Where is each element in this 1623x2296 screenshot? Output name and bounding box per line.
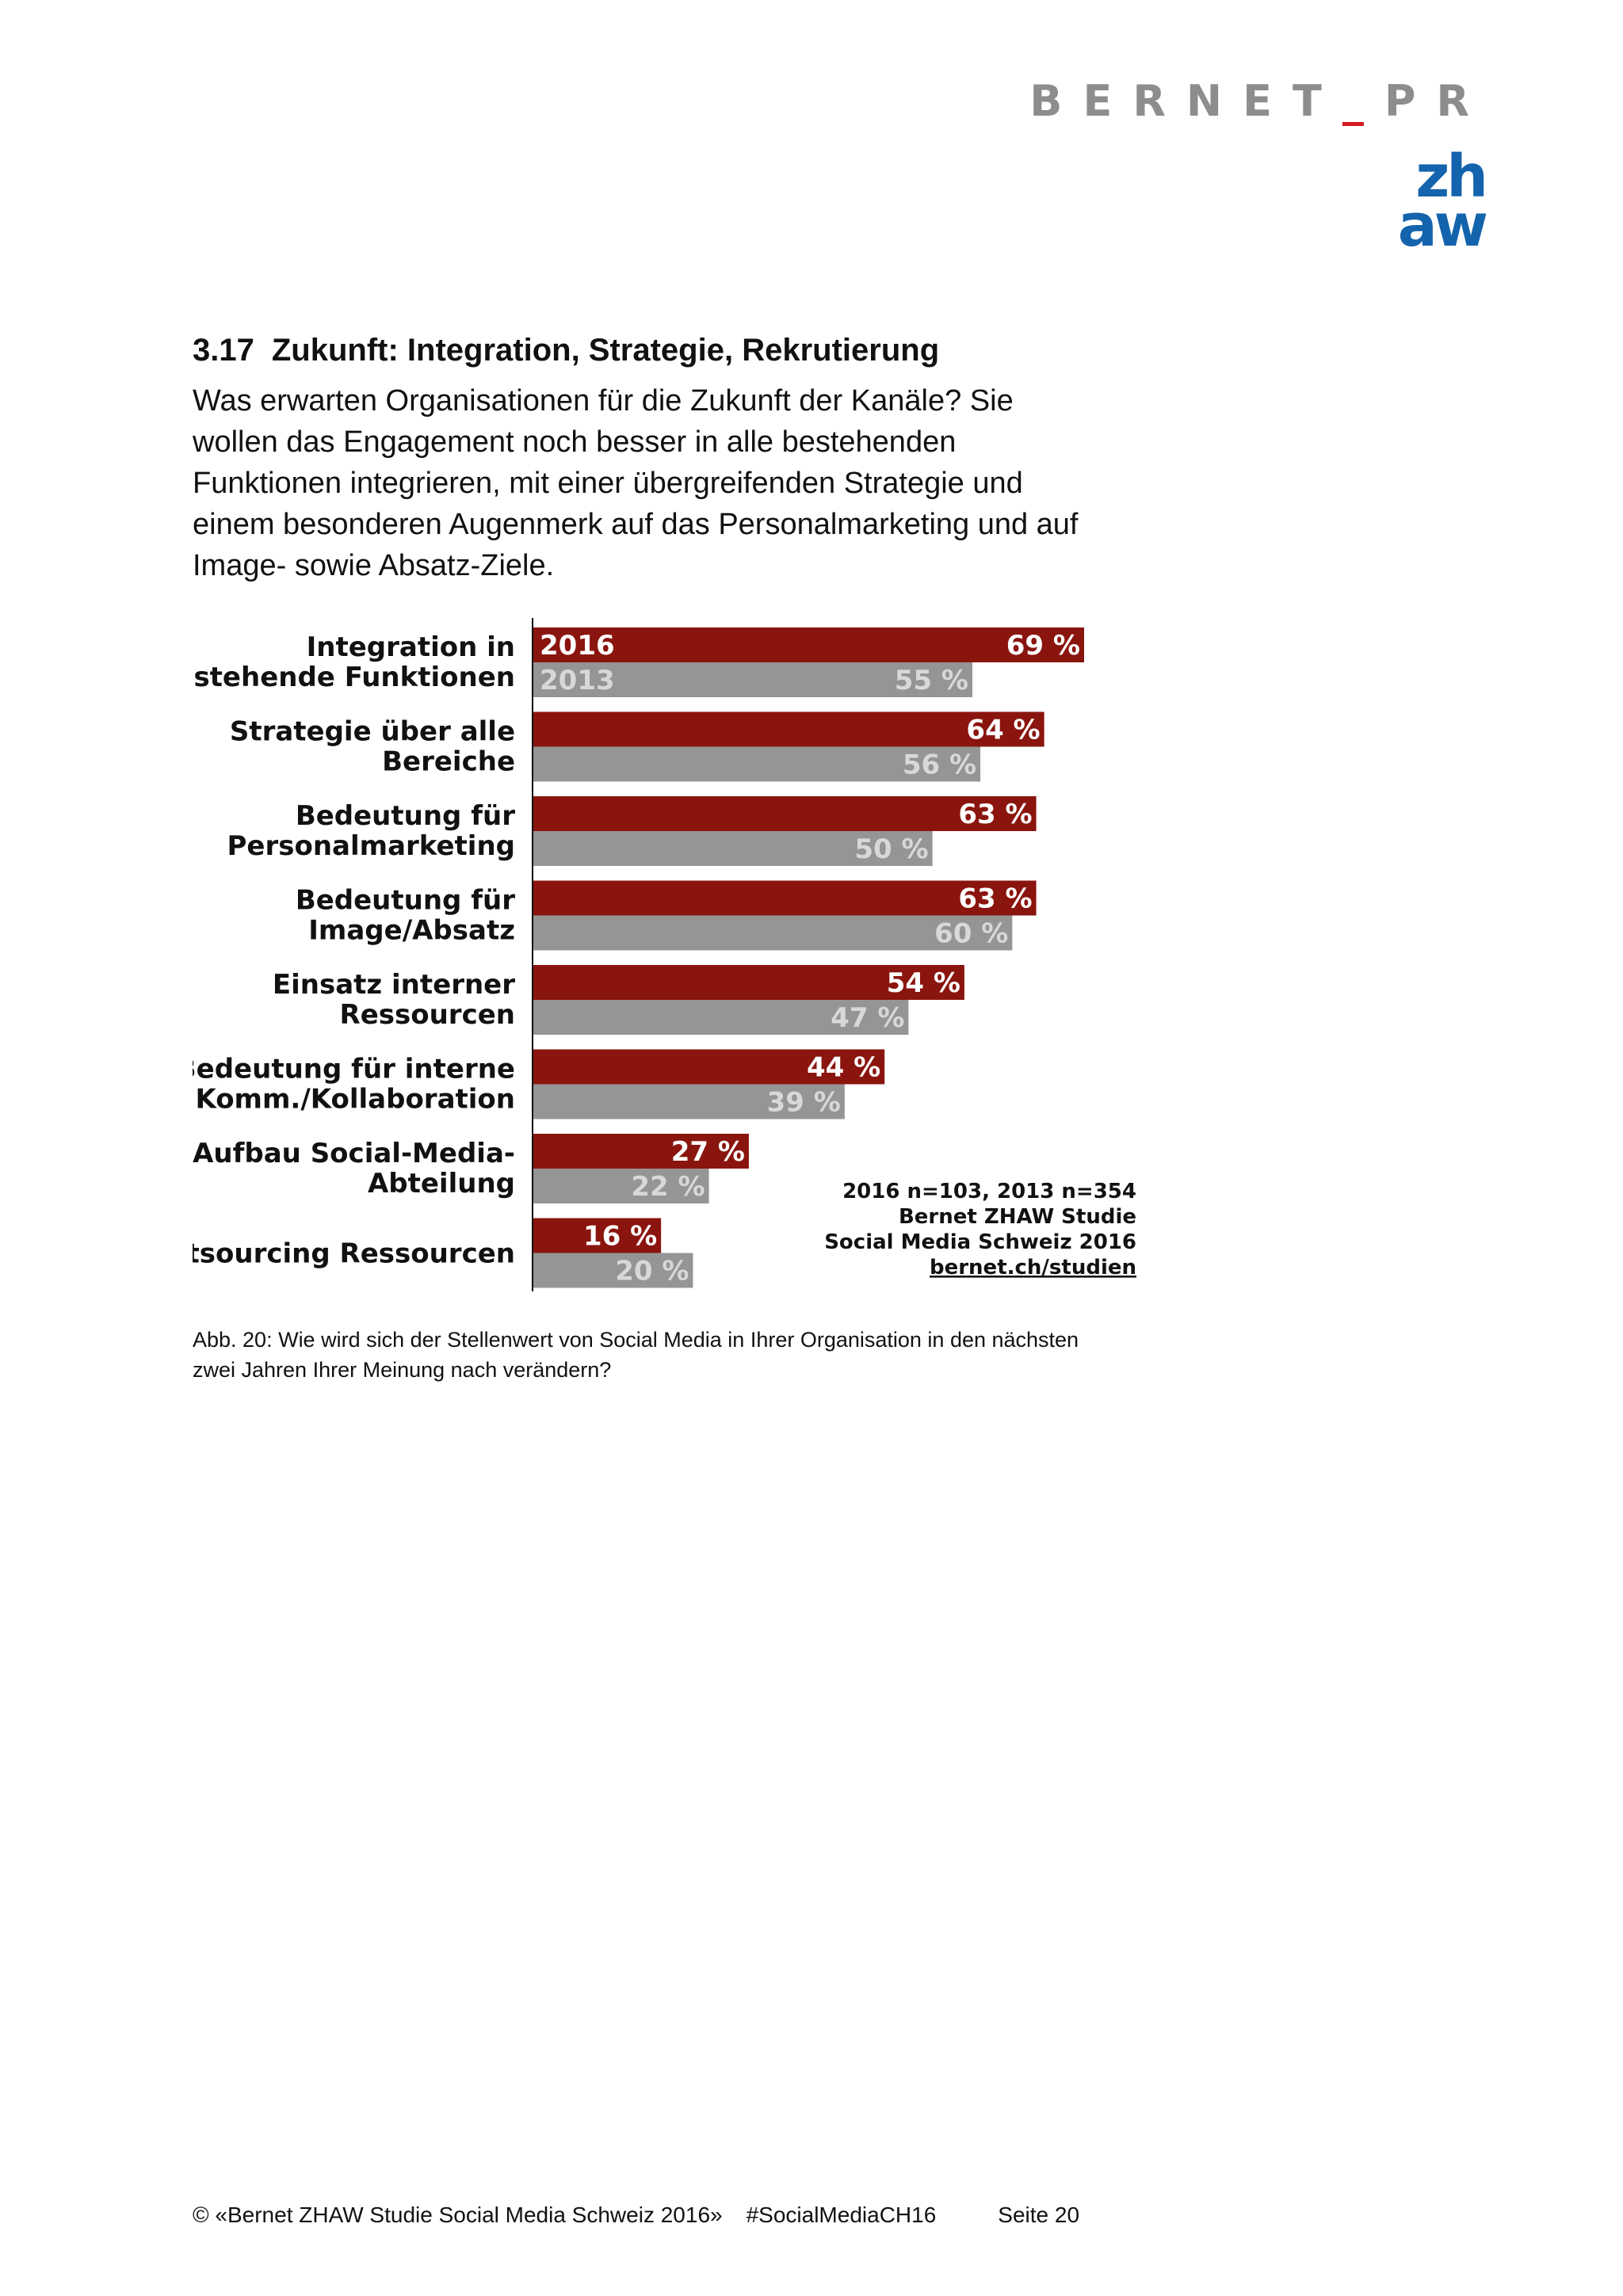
footer-page-number: Seite 20 — [998, 2203, 1080, 2227]
category-label: Image/Absatz — [308, 915, 515, 947]
data-label-2013: 22 % — [631, 1171, 705, 1203]
bar-2016 — [533, 711, 1044, 747]
footer-copyright: © «Bernet ZHAW Studie Social Media Schwe… — [193, 2203, 723, 2227]
figure-caption: Abb. 20: Wie wird sich der Stellenwert v… — [193, 1328, 1079, 1382]
footer-hashtag: #SocialMediaCH16 — [746, 2203, 937, 2227]
section-number: 3.17 — [193, 333, 254, 368]
category-label: Personalmarketing — [227, 830, 516, 862]
bar-2013 — [533, 662, 972, 697]
bar-2013 — [533, 1253, 693, 1288]
zhaw-logo: zh aw — [1398, 149, 1487, 252]
bar-2013 — [533, 1084, 845, 1119]
data-label-2013: 55 % — [895, 665, 968, 696]
bar-2016 — [533, 627, 1084, 662]
category-label: Bedeutung für interne — [193, 1054, 515, 1085]
data-label-2013: 56 % — [903, 749, 976, 781]
bar-2016 — [533, 1049, 885, 1085]
category-label: Bedeutung für — [296, 800, 515, 832]
data-label-2013: 47 % — [831, 1002, 904, 1034]
bar-chart-svg: Integration inbestehende Funktionen 69 % 2… — [193, 618, 1136, 1291]
zhaw-logo-top: zh — [1415, 149, 1485, 211]
bar-2016 — [533, 796, 1037, 831]
data-label-2016: 54 % — [887, 967, 960, 999]
category-label: Integration in — [307, 631, 515, 663]
intro-paragraph: Was erwarten Organisationen für die Zuku… — [193, 384, 1079, 582]
bar-2013 — [533, 831, 933, 866]
data-label-2013: 60 % — [934, 918, 1008, 950]
bar-2016 — [533, 1134, 749, 1169]
data-label-2016: 44 % — [807, 1052, 880, 1084]
bernet-logo-text: BERNET — [1029, 76, 1342, 126]
page-footer: © «Bernet ZHAW Studie Social Media Schwe… — [193, 2203, 1079, 2228]
category-label: Ressourcen — [340, 999, 515, 1031]
bar-2016 — [533, 880, 1037, 916]
legend-2016: 2016 — [540, 630, 615, 662]
data-label-2016: 16 % — [583, 1221, 657, 1253]
category-label: Bereiche — [382, 746, 515, 778]
section-heading: 3.17 Zukunft: Integration, Strategie, Rek… — [193, 333, 939, 368]
bar-2013 — [533, 1000, 909, 1035]
category-label: bestehende Funktionen — [193, 662, 515, 693]
section-title: Zukunft: Integration, Strategie, Rekruti… — [271, 333, 940, 368]
category-label: Komm./Kollaboration — [195, 1084, 515, 1116]
data-label-2013: 50 % — [854, 833, 928, 865]
bar-2013 — [533, 915, 1013, 951]
bar-2013 — [533, 746, 981, 782]
chart-annotation: Bernet ZHAW Studie — [899, 1205, 1136, 1229]
data-label-2016: 63 % — [958, 799, 1032, 830]
data-label-2013: 20 % — [615, 1256, 689, 1287]
bar-2016 — [533, 1218, 662, 1253]
bernet-logo-pr: PR — [1384, 76, 1490, 126]
data-label-2013: 39 % — [767, 1087, 841, 1119]
data-label-2016: 64 % — [966, 715, 1040, 746]
category-label: Outsourcing Ressourcen — [193, 1238, 515, 1270]
category-label: Strategie über alle — [230, 716, 515, 748]
category-label: Einsatz interner — [273, 969, 515, 1001]
bernet-logo-separator: _ — [1342, 76, 1384, 126]
zhaw-logo-bottom: aw — [1398, 192, 1487, 252]
category-label: Aufbau Social-Media- — [193, 1138, 515, 1169]
data-label-2016: 27 % — [671, 1136, 745, 1168]
chart-annotation: 2016 n=103, 2013 n=354 — [842, 1180, 1136, 1203]
bar-2013 — [533, 1169, 709, 1203]
category-label: Abteilung — [368, 1168, 515, 1199]
data-label-2016: 69 % — [1006, 630, 1080, 662]
data-label-2016: 63 % — [958, 883, 1032, 915]
bar-2016 — [533, 965, 964, 1000]
chart-annotation: bernet.ch/studien — [930, 1256, 1136, 1280]
chart-annotation: Social Media Schweiz 2016 — [824, 1230, 1136, 1254]
legend-2013: 2013 — [540, 665, 615, 696]
bernet-pr-logo: BERNET_PR — [1029, 76, 1490, 126]
category-label: Bedeutung für — [296, 885, 515, 917]
bar-chart: Integration inbestehende Funktionen 69 % 2… — [193, 618, 1167, 1299]
